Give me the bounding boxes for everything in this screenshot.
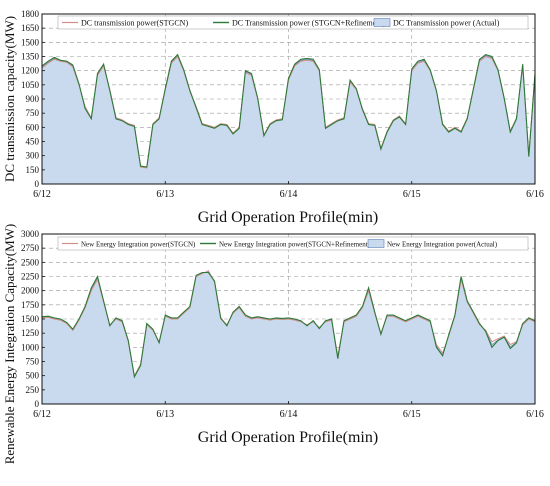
y-tick-label: 0 bbox=[35, 179, 40, 189]
refinement-line bbox=[41, 271, 536, 379]
y-tick-label: 500 bbox=[26, 371, 40, 381]
y-tick-label: 1500 bbox=[21, 37, 40, 47]
legend-label-stgcn: DC transmission power(STGCN) bbox=[81, 19, 188, 28]
legend: DC transmission power(STGCN) DC Transmis… bbox=[57, 15, 529, 30]
x-tick-label: 6/16 bbox=[526, 189, 544, 200]
legend-label-refinement: New Energy Integration power(STGCN+Refin… bbox=[219, 241, 371, 249]
legend-swatch-actual bbox=[367, 239, 385, 248]
y-tick-label: 2500 bbox=[21, 257, 40, 267]
actual-area bbox=[42, 55, 535, 184]
legend: New Energy Integration power(STGCN) New … bbox=[57, 236, 529, 251]
renewable-integration-chart: 0 250 500 750 1000 1250 1500 1750 2000 2250 2500 27… bbox=[2, 224, 544, 465]
legend-swatch-actual bbox=[373, 18, 391, 27]
x-tick-label: 6/15 bbox=[403, 189, 421, 200]
y-tick-label: 2750 bbox=[21, 243, 40, 253]
x-tick-label: 6/14 bbox=[280, 189, 298, 200]
x-tick-label: 6/13 bbox=[156, 189, 174, 200]
legend-label-stgcn: New Energy Integration power(STGCN) bbox=[81, 241, 196, 249]
actual-area bbox=[42, 272, 535, 404]
x-tick-label: 6/12 bbox=[33, 409, 51, 420]
dc-transmission-chart: 0 150 300 450 600 750 900 1050 1200 1350 1500 1650 1… bbox=[2, 9, 544, 226]
x-axis-ticks: 6/12 6/13 6/14 6/15 6/16 bbox=[33, 181, 544, 200]
y-tick-label: 900 bbox=[26, 94, 40, 104]
legend-box bbox=[57, 236, 529, 251]
y-axis-label: DC transmission capacity(MW) bbox=[2, 16, 17, 182]
y-tick-label: 1350 bbox=[21, 52, 40, 62]
x-tick-label: 6/16 bbox=[526, 409, 544, 420]
y-tick-label: 1750 bbox=[21, 300, 40, 310]
y-tick-label: 150 bbox=[26, 165, 40, 175]
y-tick-label: 750 bbox=[26, 357, 40, 367]
refinement-line bbox=[41, 53, 536, 168]
y-tick-label: 3000 bbox=[21, 229, 40, 239]
y-tick-label: 600 bbox=[26, 122, 40, 132]
y-tick-label: 1000 bbox=[21, 342, 40, 352]
y-tick-label: 1650 bbox=[21, 23, 40, 33]
y-tick-label: 0 bbox=[35, 399, 40, 409]
y-tick-label: 300 bbox=[26, 151, 40, 161]
legend-label-actual: New Energy Integration power(Actual) bbox=[387, 241, 498, 249]
x-tick-label: 6/12 bbox=[33, 189, 51, 200]
y-tick-label: 1250 bbox=[21, 328, 40, 338]
y-axis-label: Renewable Energy Integration Capacity(MW… bbox=[2, 224, 17, 465]
y-axis-ticks: 0 250 500 750 1000 1250 1500 1750 2000 2250 2500 27… bbox=[21, 229, 45, 409]
y-tick-label: 2250 bbox=[21, 272, 40, 282]
y-tick-label: 250 bbox=[26, 385, 40, 395]
y-tick-label: 1500 bbox=[21, 314, 40, 324]
legend-label-actual: DC Transmission power (Actual) bbox=[393, 19, 500, 28]
y-tick-label: 1200 bbox=[21, 66, 40, 76]
y-axis-ticks: 0 150 300 450 600 750 900 1050 1200 1350 1500 1650 1… bbox=[21, 9, 45, 189]
y-tick-label: 1050 bbox=[21, 80, 40, 90]
x-tick-label: 6/13 bbox=[156, 409, 174, 420]
x-axis-label: Grid Operation Profile(min) bbox=[198, 429, 378, 446]
y-tick-label: 1800 bbox=[21, 9, 40, 19]
y-tick-label: 450 bbox=[26, 137, 40, 147]
y-tick-label: 2000 bbox=[21, 286, 40, 296]
x-axis-ticks: 6/12 6/13 6/14 6/15 6/16 bbox=[33, 401, 544, 420]
x-tick-label: 6/14 bbox=[280, 409, 298, 420]
x-tick-label: 6/15 bbox=[403, 409, 421, 420]
legend-box bbox=[57, 15, 529, 30]
legend-label-refinement: DC Transmission power (STGCN+Refinement) bbox=[232, 19, 386, 28]
x-axis-label: Grid Operation Profile(min) bbox=[198, 209, 378, 226]
y-tick-label: 750 bbox=[26, 108, 40, 118]
